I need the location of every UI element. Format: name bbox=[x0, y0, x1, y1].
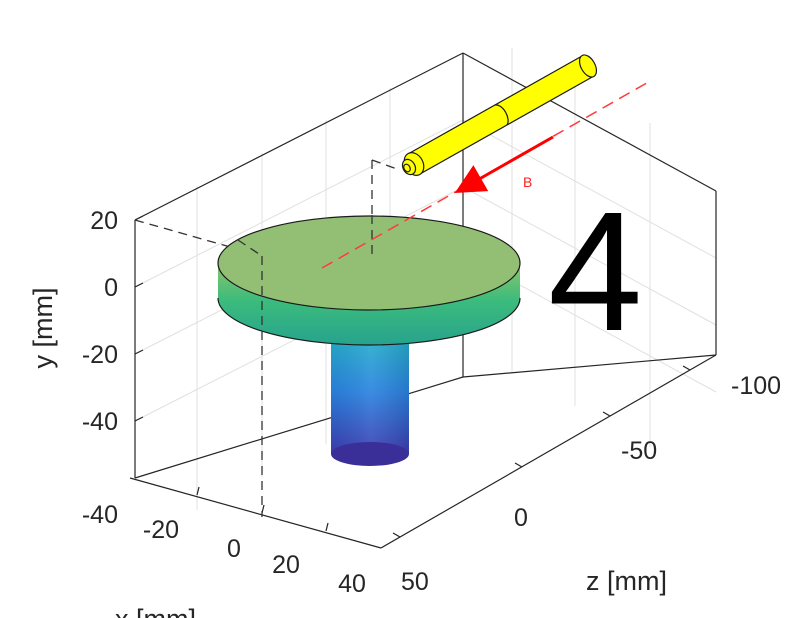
beam-arrow bbox=[454, 135, 554, 193]
x-tick-label: 20 bbox=[272, 551, 300, 579]
beam-source bbox=[401, 54, 598, 176]
z-tick-label: 0 bbox=[514, 504, 528, 532]
z-axis-label: z [mm] bbox=[586, 566, 667, 596]
y-tick-label: -40 bbox=[82, 501, 118, 529]
x-axis-label: x [mm] bbox=[115, 604, 196, 618]
z-tick-labels: -100 -50 0 50 bbox=[401, 372, 781, 596]
y-axis-label: y [mm] bbox=[28, 288, 58, 369]
z-tick-label: 50 bbox=[401, 568, 429, 596]
tick-marks bbox=[134, 215, 691, 538]
y-tick-label: -40 bbox=[82, 408, 118, 436]
beam-line bbox=[321, 79, 653, 269]
y-tick-label: -20 bbox=[82, 341, 118, 369]
z-tick-label: -50 bbox=[621, 437, 657, 465]
disc-cylinder bbox=[217, 215, 521, 346]
y-tick-label: 0 bbox=[104, 274, 118, 302]
x-tick-label: -20 bbox=[143, 516, 179, 544]
z-tick-label: -100 bbox=[731, 372, 781, 400]
panel-label: 4 bbox=[548, 177, 643, 367]
x-tick-label: 0 bbox=[227, 535, 241, 563]
y-tick-label: 20 bbox=[90, 207, 118, 235]
projection-guides-front bbox=[237, 215, 373, 517]
x-tick-label: 40 bbox=[338, 570, 366, 598]
stem-cylinder bbox=[331, 330, 409, 466]
x-tick-labels: -20 0 20 40 bbox=[143, 516, 366, 598]
arrow-label: B bbox=[523, 174, 532, 190]
y-tick-labels: 20 0 -20 -40 -40 bbox=[82, 207, 118, 529]
